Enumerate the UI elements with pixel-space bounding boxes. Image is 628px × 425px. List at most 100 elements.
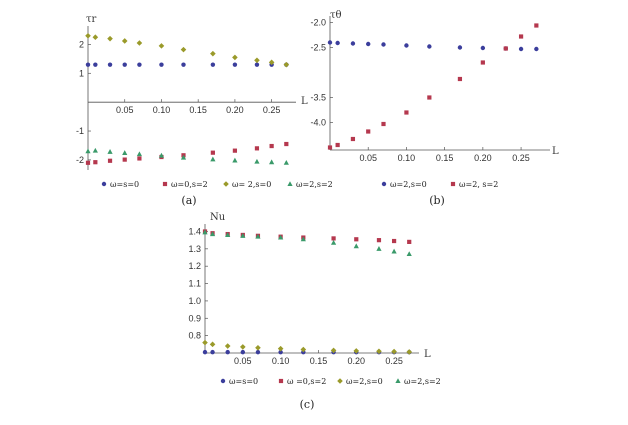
data-point	[136, 151, 143, 157]
data-point	[254, 62, 260, 67]
data-point	[269, 159, 275, 165]
data-point	[335, 40, 340, 46]
y-tick-label: 1.2	[188, 261, 201, 271]
data-point	[353, 243, 359, 249]
legend-label: ω=s=0	[110, 180, 139, 189]
y-tick-label: -3.5	[310, 93, 326, 103]
data-point	[457, 45, 463, 50]
legend-label: ω=0,s=2	[171, 180, 208, 189]
data-point	[107, 149, 113, 154]
data-point	[180, 154, 187, 160]
data-point	[210, 156, 216, 162]
x-tick-label: 0.15	[310, 356, 328, 366]
data-point	[232, 54, 238, 61]
data-point	[209, 231, 216, 237]
legend-label: ω =0,s=2	[287, 377, 326, 386]
data-point	[85, 160, 91, 165]
x-tick-label: 0.10	[153, 105, 171, 115]
data-point	[255, 344, 261, 351]
data-point	[407, 239, 412, 244]
series-4	[202, 229, 412, 257]
data-point	[366, 41, 371, 47]
chart-panel-2: 0.05 0.10 0.15 0.20 0.25 -2.0 -2.5 -3.5 -4.0 τθ Lω…	[310, 10, 559, 207]
legend: ω=s=0 ω=0,s=2 ω= 2,s=0 ω=2,s=2	[101, 180, 333, 189]
legend-marker	[287, 181, 293, 186]
data-point	[327, 145, 333, 150]
data-point	[283, 61, 290, 68]
data-point	[232, 62, 238, 67]
data-point	[158, 152, 165, 158]
data-point	[278, 349, 283, 355]
data-point	[107, 158, 113, 163]
y-tick-label: 0.8	[188, 331, 201, 341]
legend-label: ω=s=0	[229, 377, 258, 386]
data-point	[180, 46, 187, 53]
panel-caption: (c)	[300, 398, 315, 411]
y-tick-label: 1.3	[188, 244, 201, 254]
data-point	[254, 158, 260, 164]
data-point	[240, 233, 246, 238]
data-point	[391, 238, 397, 244]
chart-panel-3: 0.05 0.10 0.15 0.20 0.25 0.8 0.9 1.0 1.1 1.2 1.3 1.…	[188, 212, 440, 411]
data-point	[330, 347, 337, 354]
data-point	[406, 349, 413, 355]
data-point	[254, 57, 260, 64]
data-point	[122, 150, 128, 155]
x-axis-label: L	[301, 96, 308, 107]
x-axis-label: L	[552, 146, 559, 157]
data-point	[121, 38, 128, 44]
data-point	[137, 62, 142, 67]
y-axis-label: τr	[86, 14, 97, 25]
data-point	[85, 62, 91, 67]
y-tick-label: 1	[79, 68, 84, 78]
data-point	[366, 129, 371, 134]
data-point	[480, 60, 485, 65]
x-axis-label: L	[424, 349, 431, 360]
legend-label: ω=2,s=0	[346, 377, 383, 386]
legend-marker	[395, 378, 401, 383]
data-point	[376, 238, 382, 243]
data-point	[209, 341, 216, 348]
legend: ω=2,s=0 ω=2, s=2	[381, 180, 498, 189]
legend-label: ω=2,s=0	[390, 180, 427, 189]
series-3	[85, 32, 290, 68]
data-point	[283, 159, 289, 165]
data-point	[391, 248, 397, 254]
y-tick-label: -1	[76, 126, 84, 136]
data-point	[300, 346, 307, 353]
data-point	[330, 239, 337, 245]
legend-label: ω=2,s=2	[296, 180, 333, 189]
y-tick-label: -4.0	[310, 118, 326, 128]
data-point	[158, 43, 165, 49]
x-tick-label: 0.25	[512, 153, 530, 163]
data-point	[427, 95, 432, 100]
data-point	[255, 349, 261, 355]
data-point	[335, 142, 340, 148]
data-point	[92, 147, 98, 153]
data-point	[181, 62, 186, 67]
data-point	[503, 46, 508, 51]
data-point	[85, 32, 91, 39]
legend-marker	[223, 181, 229, 187]
data-point	[284, 141, 289, 147]
data-point	[107, 62, 113, 67]
data-point	[381, 42, 386, 47]
legend-marker	[381, 181, 387, 187]
series-1	[85, 62, 289, 67]
x-tick-label: 0.20	[474, 153, 492, 163]
data-point	[300, 236, 306, 242]
chart-panel-1: 0.05 0.10 0.15 0.20 0.25 2 1 -1 -2 τr Lω=s=0 ω=0,s=…	[76, 14, 333, 207]
data-point	[202, 229, 208, 235]
panel-caption: (a)	[181, 194, 196, 207]
x-tick-label: 0.05	[234, 356, 252, 366]
y-axis-label: τθ	[330, 10, 342, 21]
series-4	[85, 147, 289, 165]
series-3	[202, 339, 413, 355]
data-point	[122, 157, 127, 162]
data-point	[137, 156, 142, 161]
data-point	[240, 344, 246, 350]
legend: ω=s=0 ω =0,s=2 ω=2,s=0 ω=2,s=2	[220, 377, 441, 386]
x-tick-label: 0.10	[272, 356, 290, 366]
legend-label: ω=2,s=2	[404, 377, 441, 386]
